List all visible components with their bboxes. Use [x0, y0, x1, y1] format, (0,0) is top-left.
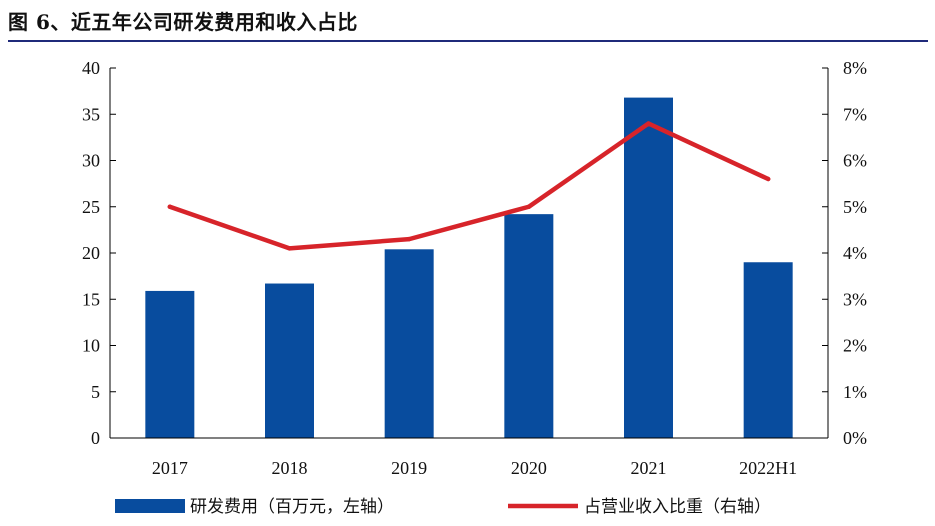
right-tick-label: 3%	[843, 289, 867, 309]
left-tick-label: 0	[91, 428, 100, 448]
right-tick-label: 8%	[843, 58, 867, 78]
x-axis: 2017 2018 2019 2020 2021 2022H1	[110, 437, 828, 478]
bar-series	[145, 97, 793, 438]
right-tick-label: 1%	[843, 382, 867, 402]
x-tick-label: 2022H1	[739, 458, 797, 478]
left-tick-label: 40	[82, 58, 100, 78]
line-series	[167, 121, 771, 251]
right-tick-label: 7%	[843, 104, 867, 124]
line-point-2022H1	[765, 176, 771, 182]
bar-2019	[384, 249, 434, 438]
right-tick-label: 5%	[843, 197, 867, 217]
left-tick-label: 35	[82, 104, 100, 124]
legend-bar-swatch	[115, 499, 185, 513]
right-axis: 0% 1% 2% 3% 4% 5% 6% 7% 8%	[822, 58, 867, 448]
line-point-2021	[646, 121, 651, 126]
bar-2017	[145, 290, 195, 438]
x-tick-label: 2020	[511, 458, 547, 478]
line-point-2020	[526, 204, 532, 209]
line-point-2017	[167, 204, 173, 209]
left-tick-label: 25	[82, 197, 100, 217]
figure-title: 图 6、近五年公司研发费用和收入占比	[8, 10, 358, 34]
x-tick-label: 2018	[272, 458, 308, 478]
title-underline	[8, 40, 928, 42]
bar-2020	[504, 214, 554, 438]
x-tick-label: 2021	[631, 458, 667, 478]
right-tick-label: 2%	[843, 336, 867, 356]
left-tick-label: 10	[82, 336, 100, 356]
x-tick-label: 2017	[152, 458, 188, 478]
left-axis: 0 5 10 15 20 25 30 35 40	[82, 58, 116, 448]
legend: 研发费用（百万元，左轴） 占营业收入比重（右轴）	[115, 497, 771, 517]
line-point-2019	[406, 236, 412, 242]
left-tick-label: 20	[82, 243, 100, 263]
right-tick-label: 4%	[843, 243, 867, 263]
bar-2021	[624, 97, 673, 438]
legend-bar-label: 研发费用（百万元，左轴）	[190, 497, 394, 517]
left-tick-label: 15	[82, 289, 100, 309]
left-tick-label: 30	[82, 151, 100, 171]
left-tick-label: 5	[91, 382, 100, 402]
ratio-line	[167, 121, 771, 251]
x-tick-label: 2019	[391, 458, 427, 478]
right-tick-label: 0%	[843, 428, 867, 448]
bar-2022H1	[743, 262, 793, 438]
bar-2018	[265, 283, 314, 438]
line-point-2018	[287, 246, 292, 251]
legend-line-label: 占营业收入比重（右轴）	[584, 497, 771, 517]
right-tick-label: 6%	[843, 151, 867, 171]
